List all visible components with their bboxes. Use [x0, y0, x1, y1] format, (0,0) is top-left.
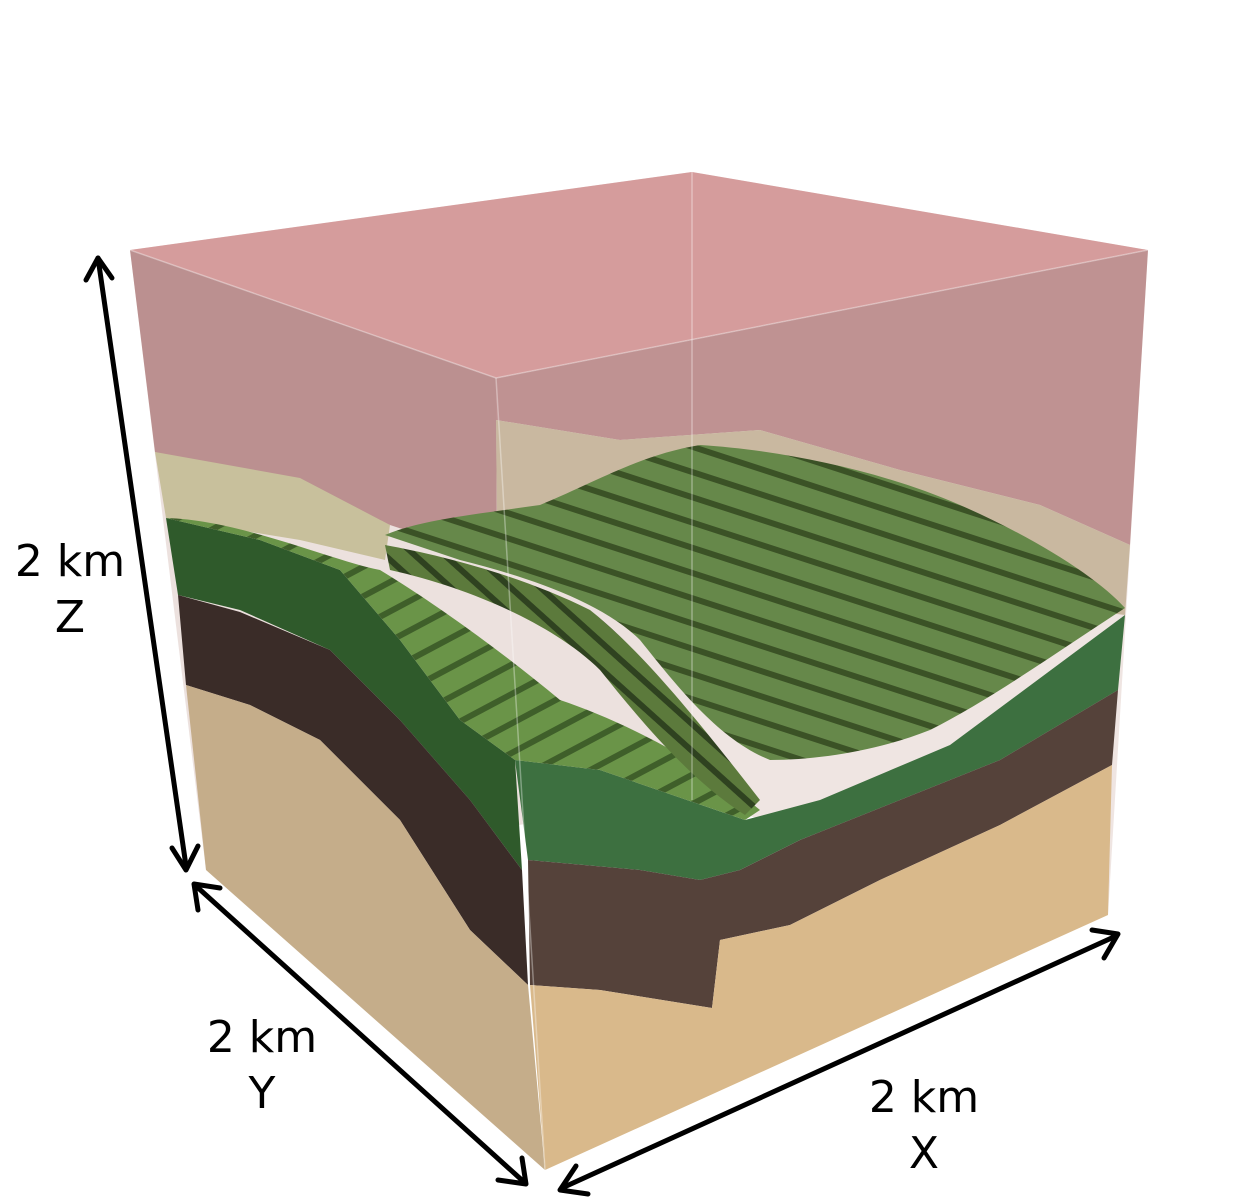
- left-brown-layer: [178, 595, 528, 985]
- right-brown-front: [528, 690, 1118, 1008]
- z-axis-label: 2 km Z: [10, 534, 130, 646]
- x-axis-label: 2 km X: [862, 1070, 986, 1182]
- block-edges: [129, 172, 1149, 1171]
- block-top-face: [130, 172, 1148, 378]
- horizon-surface-dome: [385, 445, 1125, 760]
- z-axis-arrow: [83, 255, 201, 873]
- x-axis-length: 2 km: [868, 1072, 980, 1123]
- right-top-layer: [496, 250, 1148, 545]
- y-axis-label: 2 km Y: [200, 1010, 324, 1122]
- block-left-face: [130, 250, 545, 1170]
- left-top-layer: [130, 250, 497, 560]
- horizon-surface-slope: [385, 545, 760, 815]
- dimension-arrows: [83, 255, 1121, 1197]
- y-axis-name: Y: [248, 1068, 276, 1119]
- y-axis-length: 2 km: [206, 1012, 318, 1063]
- z-axis-name: Z: [54, 592, 86, 643]
- left-light-layer: [155, 452, 390, 560]
- y-axis-arrow: [191, 881, 529, 1187]
- folded-horizon-surface: [166, 445, 1125, 820]
- z-axis-length: 2 km: [14, 536, 126, 587]
- right-green-front: [515, 615, 1125, 880]
- x-axis-arrow: [557, 927, 1121, 1197]
- right-sand-front: [530, 765, 1112, 1170]
- left-green-layer: [166, 518, 522, 870]
- left-sand-layer: [186, 685, 545, 1170]
- x-axis-name: X: [908, 1128, 940, 1179]
- horizon-surface-left: [166, 518, 760, 820]
